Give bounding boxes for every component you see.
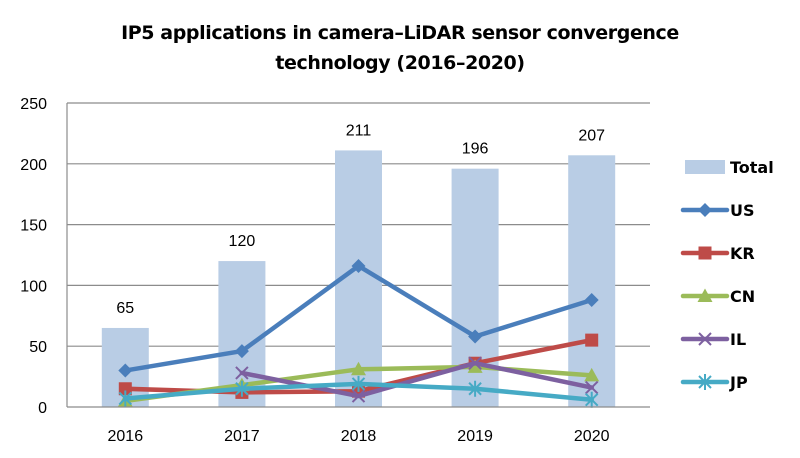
point-us-2019: [468, 329, 483, 344]
y-tick-label: 200: [20, 157, 47, 174]
point-il-2020: [584, 380, 599, 395]
line-series: [117, 258, 600, 408]
y-tick-label: 150: [20, 218, 47, 235]
legend-label-us: US: [730, 201, 755, 220]
point-us-2018: [351, 258, 366, 273]
point-us-2020: [584, 292, 599, 307]
bar-total-2020: [568, 155, 616, 407]
series-jp: [118, 375, 599, 408]
legend-label-kr: KR: [730, 244, 755, 263]
x-axis-tick-labels: 2016 2017 2018 2019 2020: [108, 428, 610, 445]
point-jp-2017: [235, 380, 249, 397]
legend-marker-kr: [698, 246, 712, 260]
point-cn-2018: [351, 361, 366, 376]
point-cn-2020: [584, 367, 600, 382]
axes: [66, 103, 650, 408]
data-label-2019: 196: [462, 141, 489, 158]
legend-label-total: Total: [730, 158, 774, 177]
series-us: [118, 258, 599, 378]
x-tick-label: 2018: [341, 428, 377, 445]
legend-marker-il: [698, 332, 712, 346]
legend-marker-us: [698, 203, 712, 217]
legend-label-cn: CN: [730, 287, 755, 306]
legend-item-kr: KR: [680, 244, 755, 263]
data-label-2018: 211: [346, 122, 372, 139]
point-kr-2016: [118, 382, 132, 396]
point-us-2017: [234, 344, 249, 359]
point-jp-2020: [584, 391, 599, 408]
legend-item-us: US: [680, 201, 755, 220]
y-tick-label: 50: [29, 339, 47, 356]
point-jp-2016: [118, 390, 133, 407]
y-tick-label: 100: [20, 278, 47, 295]
legend-item-il: IL: [680, 330, 746, 349]
y-tick-label: 0: [38, 400, 47, 417]
point-il-2019: [468, 356, 482, 370]
x-tick-label: 2020: [574, 428, 610, 445]
legend-item-total: Total: [685, 158, 774, 177]
point-kr-2020: [585, 333, 599, 347]
chart-title-line-1: IP5 applications in camera–LiDAR sensor …: [121, 22, 679, 44]
bar-data-labels: 65 120 211 196 207: [116, 122, 605, 317]
point-jp-2018: [351, 375, 366, 392]
chart-title: IP5 applications in camera–LiDAR sensor …: [0, 18, 800, 78]
chart-title-line-2: technology (2016–2020): [275, 52, 525, 74]
legend-item-jp: JP: [680, 373, 748, 392]
legend-item-cn: CN: [680, 287, 755, 306]
legend-label-jp: JP: [729, 373, 748, 392]
point-jp-2019: [468, 380, 482, 397]
y-tick-label: 250: [20, 96, 47, 113]
data-label-2020: 207: [578, 127, 605, 144]
point-il-2017: [235, 366, 249, 380]
legend-label-il: IL: [730, 330, 746, 349]
point-us-2016: [118, 363, 133, 378]
x-tick-label: 2017: [224, 428, 260, 445]
legend-swatch-total: [685, 160, 725, 174]
legend-marker-jp: [698, 374, 712, 390]
legend-marker-cn: [697, 288, 713, 302]
legend: Total US KR CN IL JP: [680, 158, 774, 392]
point-il-2018: [351, 389, 366, 403]
y-axis-tick-labels: 0 50 100 150 200 250: [20, 96, 47, 417]
point-cn-2019: [467, 359, 483, 373]
x-tick-label: 2016: [108, 428, 144, 445]
data-label-2017: 120: [229, 233, 256, 250]
data-label-2016: 65: [116, 300, 134, 317]
x-tick-label: 2019: [457, 428, 493, 445]
